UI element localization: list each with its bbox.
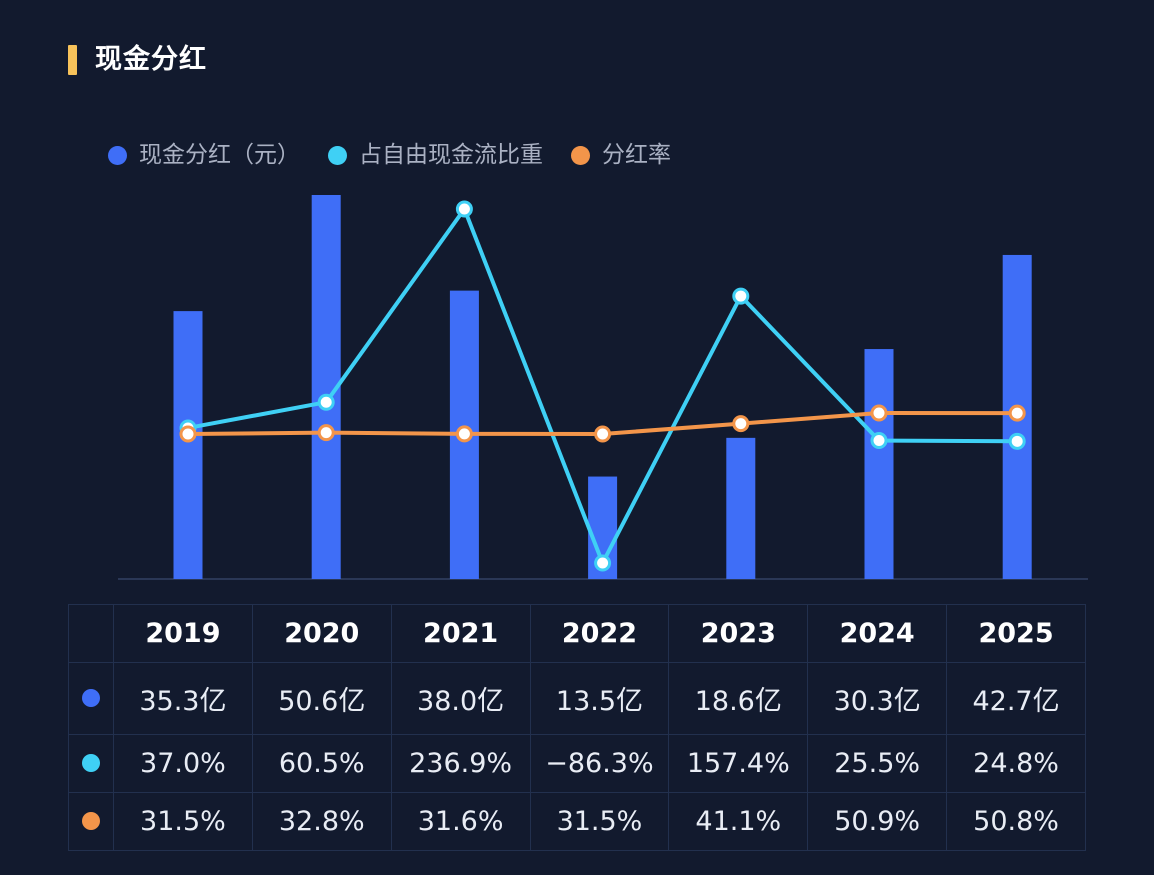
table-cell: 24.8%	[946, 734, 1086, 794]
table-year-cell: 2023	[668, 604, 809, 663]
fcf-share-point-2024[interactable]	[870, 432, 888, 450]
payout-ratio-point-2019[interactable]	[179, 425, 197, 443]
table-cell: 236.9%	[390, 734, 531, 794]
payout-ratio-point-2023[interactable]	[732, 415, 750, 433]
table-cell: 32.8%	[251, 792, 392, 851]
payout-ratio-dot-icon	[82, 812, 100, 831]
payout-ratio-point-2021[interactable]	[455, 425, 473, 443]
bar-dividend-2023[interactable]	[726, 437, 756, 579]
fcf-share-point-2020[interactable]	[317, 393, 335, 411]
table-cell: 157.4%	[668, 734, 809, 794]
legend-label: 分红率	[602, 142, 671, 168]
chart-title: 现金分红	[95, 44, 207, 75]
bar-dividend-2024[interactable]	[864, 349, 894, 579]
table-cell: 42.7亿	[946, 661, 1086, 736]
chart-plot-area	[118, 195, 1088, 580]
legend: 现金分红（元） 占自由现金流比重 分红率	[108, 140, 699, 170]
table-row-fcf-share: 37.0% 60.5% 236.9% −86.3% 157.4% 25.5% 2…	[68, 734, 1086, 794]
table-row-dividend: 35.3亿 50.6亿 38.0亿 13.5亿 18.6亿 30.3亿 42.7…	[68, 661, 1086, 736]
fcf-share-point-2022[interactable]	[594, 554, 612, 572]
legend-item-dividend[interactable]: 现金分红（元）	[108, 140, 300, 170]
legend-dot-icon	[108, 145, 127, 165]
row-key-cell	[68, 792, 114, 851]
legend-item-fcf-share[interactable]: 占自由现金流比重	[328, 140, 543, 170]
fcf-share-point-2023[interactable]	[732, 287, 750, 305]
table-corner-cell	[68, 604, 114, 663]
payout-ratio-point-2024[interactable]	[870, 404, 888, 422]
row-key-cell	[68, 734, 114, 794]
table-cell: 25.5%	[807, 734, 948, 794]
table-year-cell: 2019	[113, 604, 253, 663]
table-cell: 13.5亿	[529, 661, 670, 736]
table-year-cell: 2020	[251, 604, 392, 663]
table-cell: 35.3亿	[113, 661, 253, 736]
fcf-share-dot-icon	[82, 754, 100, 773]
fcf-share-point-2025[interactable]	[1008, 432, 1026, 450]
legend-dot-icon	[328, 145, 347, 165]
table-year-cell: 2024	[807, 604, 948, 663]
legend-label: 占自由现金流比重	[359, 142, 543, 168]
payout-ratio-point-2020[interactable]	[317, 424, 335, 442]
table-cell: 41.1%	[668, 792, 809, 851]
table-cell: 50.6亿	[251, 661, 392, 736]
bar-dividend-2019[interactable]	[173, 311, 203, 579]
payout-ratio-point-2022[interactable]	[594, 425, 612, 443]
table-cell: 18.6亿	[668, 661, 809, 736]
table-cell: 38.0亿	[390, 661, 531, 736]
fcf-share-point-2021[interactable]	[455, 200, 473, 218]
table-cell: 50.9%	[807, 792, 948, 851]
legend-dot-icon	[571, 145, 590, 165]
table-cell: 50.8%	[946, 792, 1086, 851]
table-header-row: 2019 2020 2021 2022 2023 2024 2025	[68, 604, 1086, 663]
table-row-payout-ratio: 31.5% 32.8% 31.6% 31.5% 41.1% 50.9% 50.8…	[68, 792, 1086, 851]
data-table: 2019 2020 2021 2022 2023 2024 2025 35.3亿…	[68, 604, 1086, 851]
table-cell: 31.5%	[113, 792, 253, 851]
row-key-cell	[68, 661, 114, 736]
title-accent-bar	[68, 45, 77, 75]
dividend-dot-icon	[82, 689, 100, 708]
payout-ratio-point-2025[interactable]	[1008, 404, 1026, 422]
table-year-cell: 2021	[390, 604, 531, 663]
legend-item-payout-ratio[interactable]: 分红率	[571, 140, 671, 170]
table-cell: 60.5%	[251, 734, 392, 794]
table-cell: −86.3%	[529, 734, 670, 794]
table-year-cell: 2025	[946, 604, 1086, 663]
table-cell: 31.5%	[529, 792, 670, 851]
table-cell: 31.6%	[390, 792, 531, 851]
table-year-cell: 2022	[529, 604, 670, 663]
table-cell: 30.3亿	[807, 661, 948, 736]
table-cell: 37.0%	[113, 734, 253, 794]
legend-label: 现金分红（元）	[139, 142, 300, 168]
